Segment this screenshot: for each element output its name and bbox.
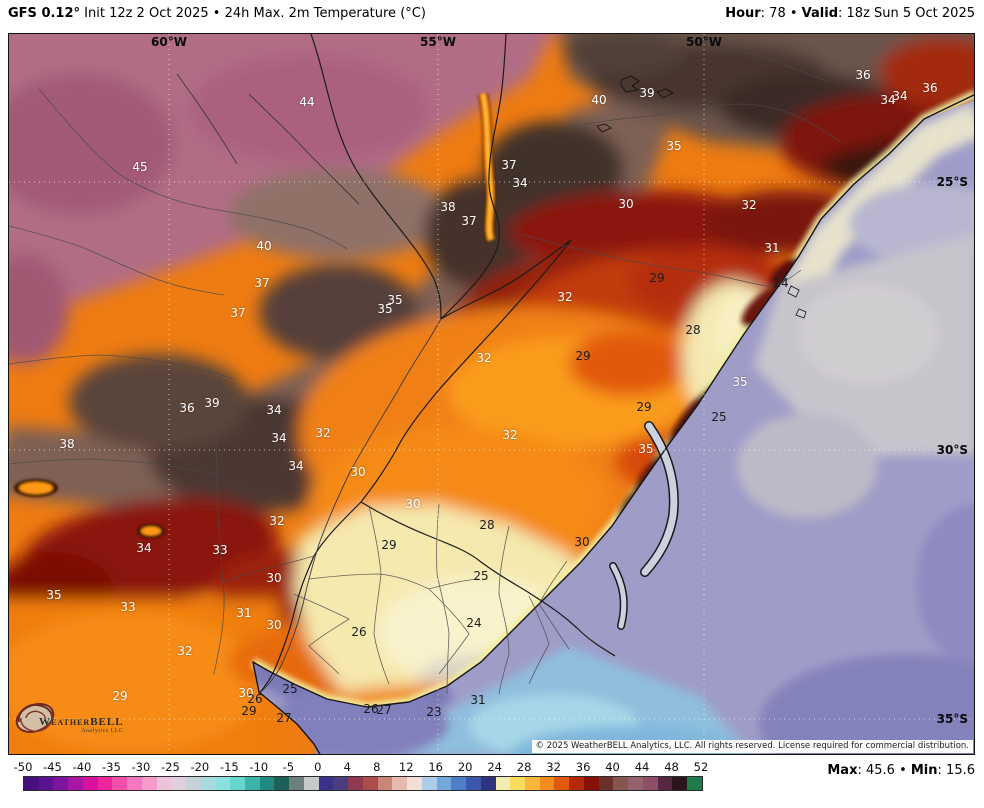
max-min-stats: Max: 45.6 • Min: 15.6: [827, 763, 975, 778]
colorbar-tick-label: -20: [190, 760, 210, 774]
colorbar-segment: [68, 777, 83, 790]
colorbar-segment: [186, 777, 201, 790]
colorbar-segment: [348, 777, 363, 790]
rivers: [176, 73, 442, 693]
colorbar-tick-label: 44: [634, 760, 650, 774]
colorbar-segment: [259, 777, 275, 790]
colorbar-segment: [82, 777, 98, 790]
colorbar-tick-label: -50: [13, 760, 33, 774]
lakes: [596, 75, 674, 133]
colorbar-segment: [480, 777, 496, 790]
colorbar-tick-label: -30: [131, 760, 151, 774]
colorbar-segment: [24, 777, 39, 790]
colorbar-segment: [127, 777, 142, 790]
map-lines-layer: [9, 34, 974, 754]
colorbar-segment: [598, 777, 614, 790]
map-header: GFS 0.12° Init 12z 2 Oct 2025 • 24h Max.…: [8, 6, 975, 26]
colorbar-segment: [171, 777, 187, 790]
latitude-label: 30°S: [936, 443, 968, 457]
latitude-label: 35°S: [936, 712, 968, 726]
colorbar-segment: [436, 777, 452, 790]
colorbar-segment: [421, 777, 437, 790]
colorbar-segment: [524, 777, 540, 790]
valid-time: Hour: 78 • Valid: 18z Sun 5 Oct 2025: [725, 6, 975, 21]
colorbar-tick-label: -5: [282, 760, 295, 774]
colorbar-segment: [628, 777, 643, 790]
colorbar-tick-label: 28: [516, 760, 532, 774]
model-title: GFS 0.12° Init 12z 2 Oct 2025 • 24h Max.…: [8, 6, 426, 21]
colorbar-segment: [38, 777, 54, 790]
colorbar-segment: [613, 777, 629, 790]
country-borders: [258, 34, 616, 695]
colorbar-tick-label: 0: [314, 760, 322, 774]
longitude-label: 55°W: [420, 35, 456, 49]
colorbar-ticks: -50 -45 -40 -35 -30 -25 -20 -15 -10 -5 0 4 8 12 16 20 24…: [14, 760, 709, 774]
colorbar-tick-label: -45: [43, 760, 62, 774]
colorbar-segment: [451, 777, 467, 790]
temperature-field-svg: [9, 34, 974, 754]
colorbar-tick-label: -10: [249, 760, 269, 774]
colorbar-segment: [156, 777, 172, 790]
colorbar-segment: [539, 777, 555, 790]
colorbar-segment: [274, 777, 290, 790]
colorbar-segment: [466, 777, 481, 790]
colorbar-tick-label: 32: [546, 760, 561, 774]
colorbar-segment: [672, 777, 688, 790]
colorbar-segment: [510, 777, 525, 790]
map-canvas: 45 44 40 39 36 34 34 36 37 34 38 37 35 30 32 29 32 28 29 32…: [8, 33, 975, 755]
colorbar-segment: [569, 777, 584, 790]
colorbar-segment: [53, 777, 69, 790]
colorbar-tick-label: 48: [664, 760, 679, 774]
colorbar-segment: [245, 777, 260, 790]
colorbar-tick-label: 8: [373, 760, 381, 774]
colorbar-tick-label: -35: [102, 760, 121, 774]
land-field-layer: [9, 34, 974, 754]
colorbar-tick-label: 12: [398, 760, 414, 774]
colorbar-segment: [687, 777, 702, 790]
colorbar-segment: [215, 777, 231, 790]
colorbar-tick-label: 36: [575, 760, 591, 774]
colorbar-segment: [642, 777, 658, 790]
colorbar-segment: [112, 777, 128, 790]
weatherbell-logo: WeatherBELL Analytics LLC: [13, 696, 133, 752]
colorbar-segment: [200, 777, 216, 790]
state-borders: [9, 38, 842, 695]
logo-text: WeatherBELL Analytics LLC: [39, 716, 124, 734]
colorbar-segment: [377, 777, 393, 790]
colorbar-segment: [289, 777, 304, 790]
colorbar-tick-label: -25: [160, 760, 180, 774]
colorbar-gradient: [23, 776, 703, 791]
copyright-notice: © 2025 WeatherBELL Analytics, LLC. All r…: [531, 739, 973, 753]
colorbar-segment: [554, 777, 570, 790]
colorbar-segment: [657, 777, 673, 790]
colorbar-segment: [583, 777, 599, 790]
colorbar-segment: [141, 777, 157, 790]
graticule: [9, 34, 974, 754]
colorbar-tick-label: 4: [343, 760, 351, 774]
colorbar-segment: [303, 777, 319, 790]
colorbar-tick-label: 24: [487, 760, 502, 774]
colorbar-segment: [407, 777, 422, 790]
colorbar-tick-label: 52: [693, 760, 709, 774]
colorbar-segment: [230, 777, 246, 790]
colorbar-segment: [333, 777, 349, 790]
colorbar-tick-label: 16: [428, 760, 444, 774]
colorbar-segment: [362, 777, 378, 790]
longitude-label: 60°W: [151, 35, 187, 49]
logo-swirl-icon: [15, 703, 55, 733]
colorbar-segment: [392, 777, 408, 790]
colorbar-tick-label: 40: [605, 760, 620, 774]
colorbar-tick-label: 20: [457, 760, 473, 774]
latitude-label: 25°S: [936, 175, 968, 189]
model-name: GFS 0.12°: [8, 6, 81, 21]
colorbar-segment: [495, 777, 511, 790]
colorbar: -50 -45 -40 -35 -30 -25 -20 -15 -10 -5 0 4 8 12 16 20 24…: [8, 757, 975, 805]
colorbar-segment: [97, 777, 113, 790]
colorbar-tick-label: -40: [72, 760, 92, 774]
colorbar-segment: [318, 777, 334, 790]
longitude-label: 50°W: [686, 35, 722, 49]
colorbar-tick-label: -15: [219, 760, 239, 774]
